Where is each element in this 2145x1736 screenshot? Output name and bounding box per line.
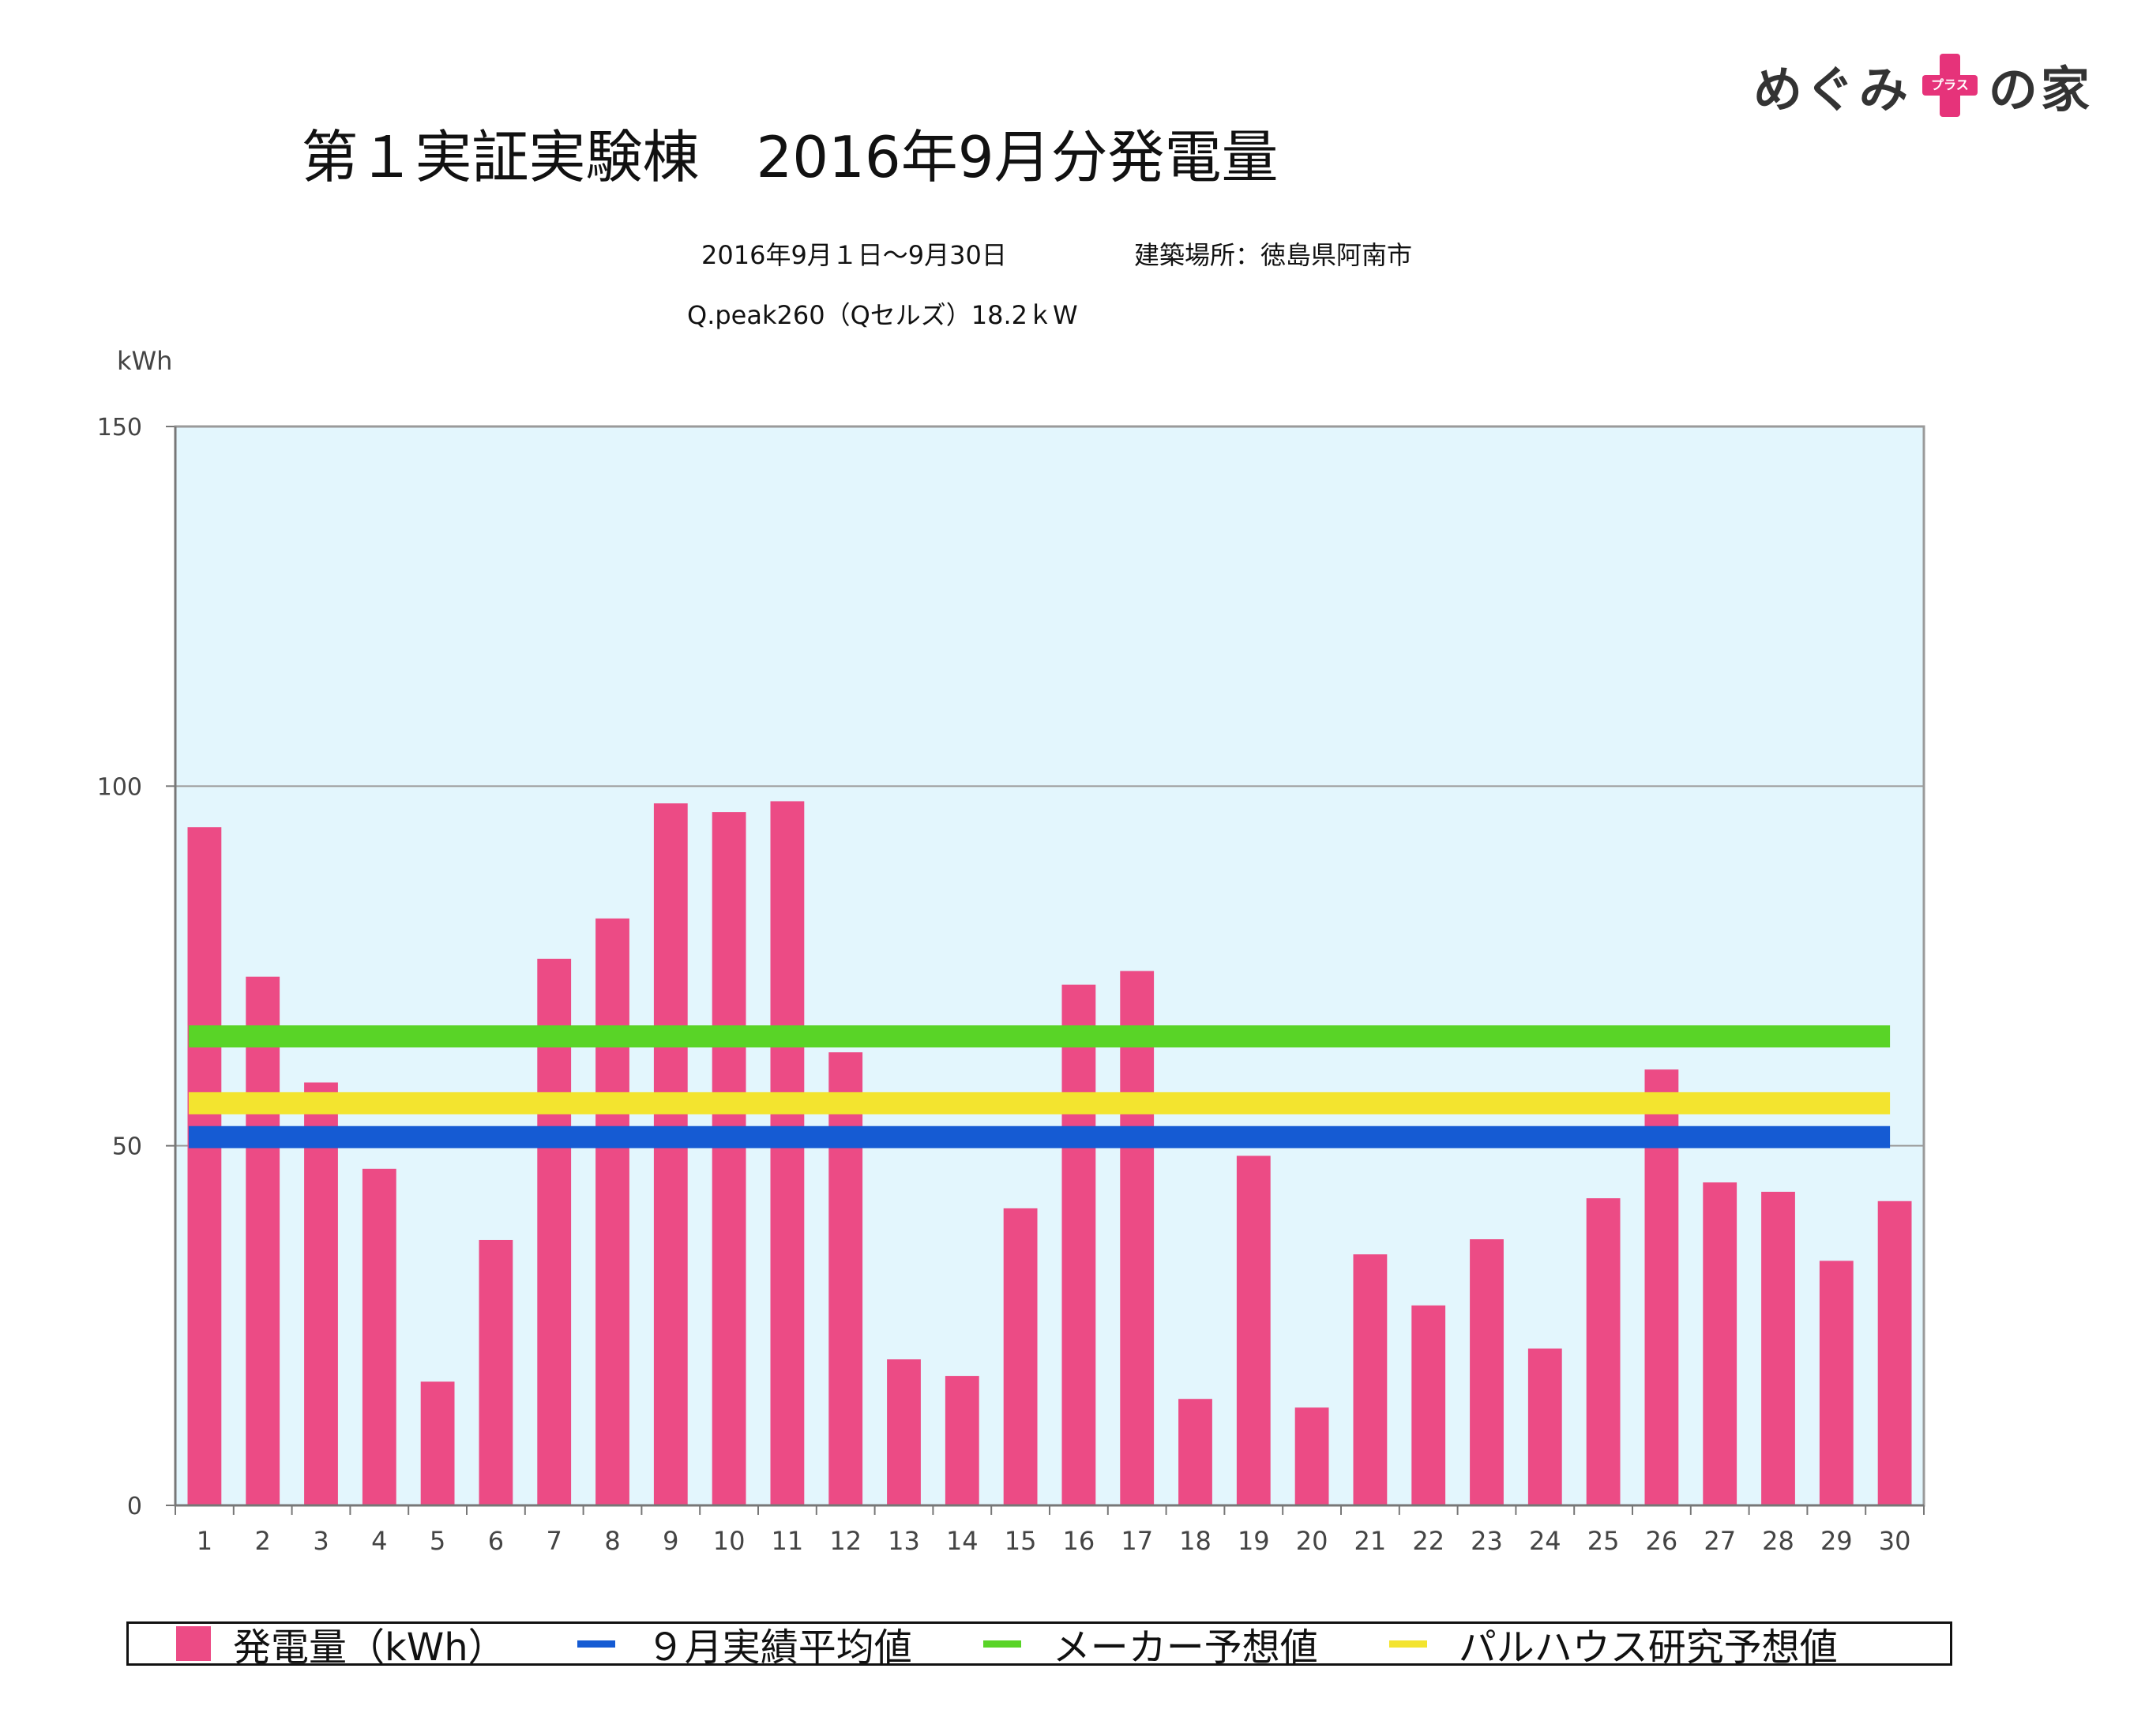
chart-system: Q.peak260（Qセルズ）18.2ｋW (687, 300, 1078, 330)
legend-item-maker-forecast: メーカー予想値 (960, 1616, 1318, 1671)
x-tick-label: 5 (430, 1526, 445, 1556)
legend-label-generation: 発電量（kWh） (233, 1625, 506, 1670)
x-tick-label: 22 (1412, 1526, 1444, 1556)
legend-swatch-generation (176, 1626, 211, 1661)
x-tick-label: 21 (1354, 1526, 1387, 1556)
bar-day-3 (304, 1082, 338, 1505)
x-tick-label: 20 (1296, 1526, 1328, 1556)
bar-day-28 (1761, 1191, 1795, 1505)
x-tick-label: 25 (1587, 1526, 1620, 1556)
legend-label-actual-average: ９月実績平均値 (646, 1625, 912, 1670)
legend-item-generation: 発電量（kWh） (129, 1616, 506, 1671)
bar-day-2 (246, 976, 280, 1505)
bar-day-25 (1586, 1198, 1621, 1505)
bar-day-30 (1877, 1201, 1912, 1505)
y-axis-unit: kWh (117, 346, 173, 376)
x-tick-label: 28 (1762, 1526, 1794, 1556)
legend-swatch-maker-forecast (982, 1640, 1021, 1648)
logo-text-left: めぐみ (1753, 61, 1911, 118)
plot-area (175, 426, 1924, 1505)
chart-location: 建築場所：徳島県阿南市 (1134, 240, 1413, 270)
bar-day-6 (479, 1239, 513, 1505)
logo-cross-label: プラス (1931, 77, 1969, 92)
bar-day-9 (653, 803, 688, 1505)
bar-day-22 (1411, 1305, 1446, 1505)
bar-day-12 (828, 1052, 863, 1505)
x-tick-label: 15 (1005, 1526, 1037, 1556)
x-tick-label: 16 (1063, 1526, 1095, 1556)
x-tick-label: 3 (313, 1526, 329, 1556)
bar-day-1 (187, 827, 222, 1505)
y-tick-label: 0 (127, 1493, 142, 1520)
y-tick-label: 50 (112, 1133, 142, 1161)
bar-day-15 (1003, 1208, 1038, 1505)
x-tick-label: 14 (946, 1526, 979, 1556)
legend-item-actual-average: ９月実績平均値 (554, 1616, 912, 1671)
y-tick-label: 150 (97, 414, 142, 442)
x-tick-label: 23 (1471, 1526, 1503, 1556)
legend-swatch-actual-average (577, 1640, 615, 1648)
legend-swatch-palhouse-forecast (1388, 1640, 1427, 1648)
legend-item-palhouse-forecast: パルハウス研究予想値 (1366, 1616, 1838, 1671)
bar-day-29 (1819, 1261, 1854, 1505)
bar-day-13 (887, 1359, 921, 1505)
x-tick-label: 26 (1646, 1526, 1678, 1556)
x-tick-label: 11 (772, 1526, 804, 1556)
x-tick-label: 10 (713, 1526, 746, 1556)
bar-day-18 (1178, 1399, 1212, 1505)
bar-day-20 (1294, 1407, 1329, 1505)
x-tick-label: 9 (663, 1526, 678, 1556)
chart-legend: 発電量（kWh） ９月実績平均値 メーカー予想値 パルハウス研究予想値 (126, 1621, 1952, 1670)
bar-day-27 (1703, 1182, 1737, 1505)
x-tick-label: 4 (371, 1526, 387, 1556)
bar-day-5 (420, 1381, 455, 1505)
x-tick-label: 13 (888, 1526, 920, 1556)
y-tick-label: 100 (97, 773, 142, 801)
bar-day-21 (1353, 1254, 1388, 1505)
x-tick-label: 2 (255, 1526, 271, 1556)
x-tick-label: 30 (1879, 1526, 1911, 1556)
x-tick-label: 1 (197, 1526, 212, 1556)
x-tick-label: 6 (488, 1526, 504, 1556)
brand-logo: めぐみ プラス の家 (1753, 54, 2093, 118)
bar-day-16 (1061, 984, 1096, 1505)
bar-day-8 (595, 918, 629, 1505)
x-tick-label: 17 (1121, 1526, 1153, 1556)
x-tick-label: 18 (1179, 1526, 1211, 1556)
x-tick-label: 27 (1704, 1526, 1736, 1556)
bar-day-19 (1236, 1155, 1271, 1505)
plus-cross-icon: プラス (1921, 54, 1978, 117)
bar-day-17 (1120, 971, 1155, 1505)
chart-period: 2016年9月１日〜9月30日 (701, 240, 1007, 270)
x-tick-label: 12 (829, 1526, 862, 1556)
logo-text-right: の家 (1988, 61, 2093, 118)
bar-day-7 (537, 958, 572, 1505)
x-tick-label: 29 (1820, 1526, 1853, 1556)
x-tick-label: 8 (604, 1526, 620, 1556)
bar-day-10 (712, 812, 746, 1505)
x-tick-label: 24 (1529, 1526, 1561, 1556)
bar-day-4 (362, 1168, 396, 1505)
legend-label-maker-forecast: メーカー予想値 (1052, 1625, 1318, 1670)
bar-day-14 (945, 1376, 979, 1505)
x-tick-label: 19 (1238, 1526, 1270, 1556)
legend-label-palhouse-forecast: パルハウス研究予想値 (1458, 1625, 1838, 1670)
bar-day-11 (770, 801, 805, 1505)
bar-day-23 (1470, 1239, 1504, 1505)
chart-title: 第１実証実験棟 2016年9月分発電量 (301, 124, 1279, 190)
x-tick-label: 7 (547, 1526, 562, 1556)
bar-day-24 (1527, 1348, 1562, 1505)
